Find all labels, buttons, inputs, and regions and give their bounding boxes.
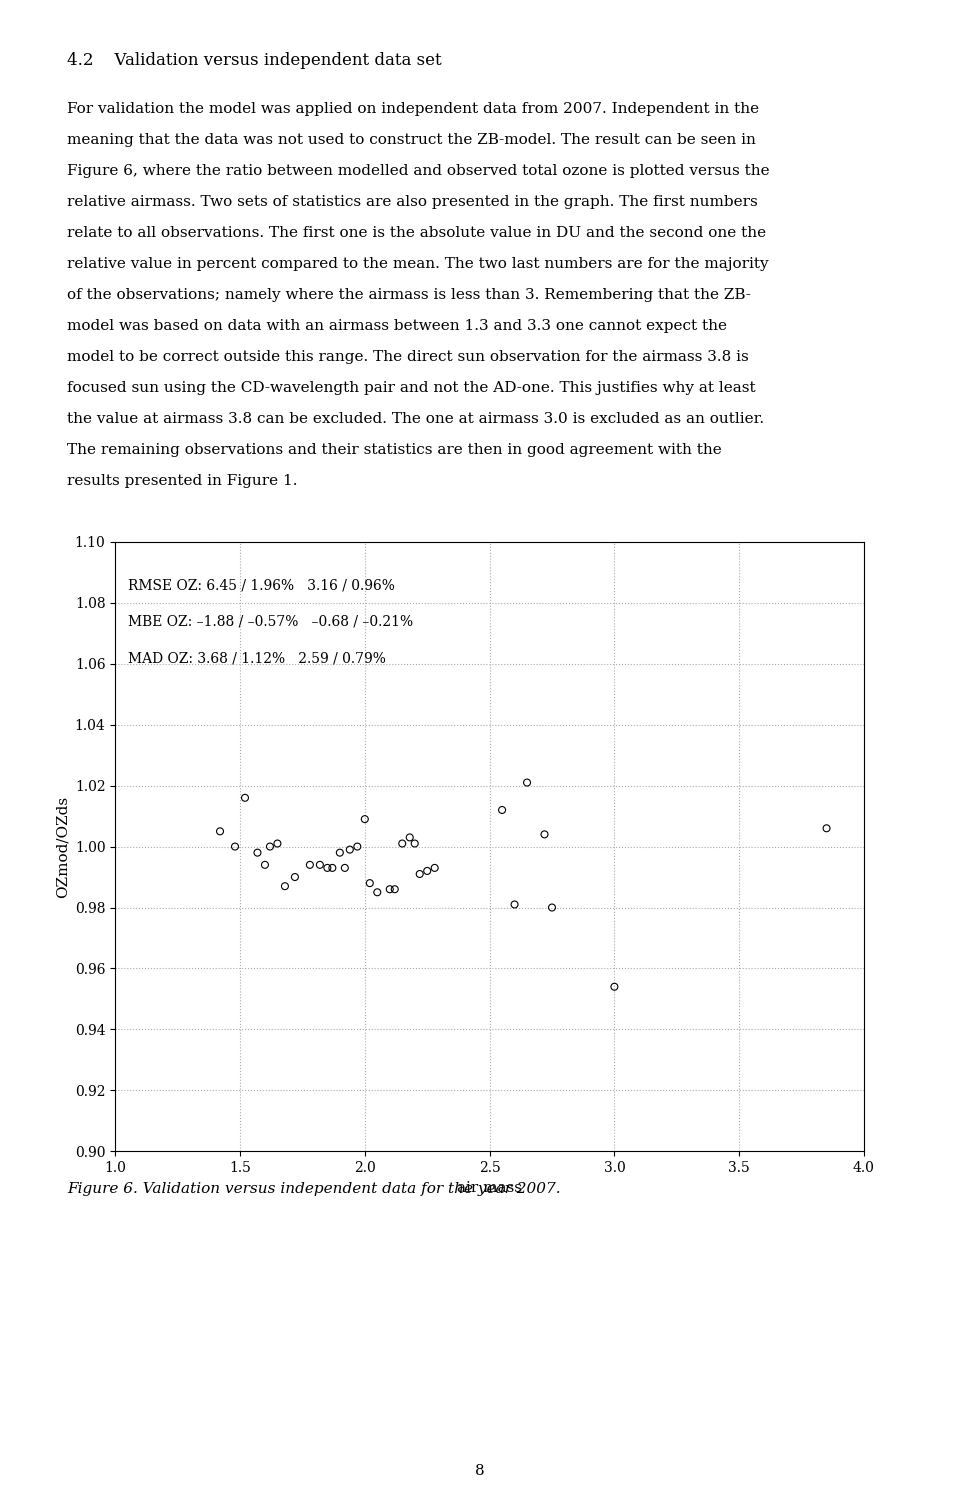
Point: [544, 895, 560, 920]
Point: [312, 853, 327, 877]
Text: of the observations; namely where the airmass is less than 3. Remembering that t: of the observations; namely where the ai…: [67, 287, 751, 303]
Point: [250, 841, 265, 865]
Text: relate to all observations. The first one is the absolute value in DU and the se: relate to all observations. The first on…: [67, 226, 766, 239]
Point: [349, 834, 365, 858]
Point: [257, 853, 273, 877]
Point: [324, 856, 340, 880]
Point: [407, 831, 422, 855]
Point: [402, 825, 418, 849]
Point: [332, 841, 348, 865]
Point: [507, 892, 522, 917]
Point: [342, 838, 357, 862]
X-axis label: air mass: air mass: [457, 1180, 522, 1195]
Text: relative value in percent compared to the mean. The two last numbers are for the: relative value in percent compared to th…: [67, 257, 769, 271]
Text: results presented in Figure 1.: results presented in Figure 1.: [67, 474, 298, 488]
Point: [537, 822, 552, 846]
Text: model to be correct outside this range. The direct sun observation for the airma: model to be correct outside this range. …: [67, 351, 749, 364]
Point: [270, 831, 285, 855]
Text: MAD OZ: 3.68 / 1.12%   2.59 / 0.79%: MAD OZ: 3.68 / 1.12% 2.59 / 0.79%: [128, 652, 386, 665]
Y-axis label: OZmod/OZds: OZmod/OZds: [55, 796, 69, 897]
Text: meaning that the data was not used to construct the ZB-model. The result can be : meaning that the data was not used to co…: [67, 132, 756, 147]
Text: Figure 6, where the ratio between modelled and observed total ozone is plotted v: Figure 6, where the ratio between modell…: [67, 164, 770, 178]
Text: model was based on data with an airmass between 1.3 and 3.3 one cannot expect th: model was based on data with an airmass …: [67, 319, 728, 333]
Text: Figure 6. Validation versus independent data for the year 2007.: Figure 6. Validation versus independent …: [67, 1181, 561, 1196]
Point: [519, 771, 535, 795]
Point: [370, 880, 385, 905]
Point: [420, 859, 435, 883]
Point: [819, 816, 834, 840]
Point: [382, 877, 397, 901]
Point: [357, 807, 372, 831]
Point: [302, 853, 318, 877]
Point: [262, 834, 277, 858]
Text: 4.2    Validation versus independent data set: 4.2 Validation versus independent data s…: [67, 51, 442, 69]
Point: [395, 831, 410, 855]
Text: the value at airmass 3.8 can be excluded. The one at airmass 3.0 is excluded as : the value at airmass 3.8 can be excluded…: [67, 412, 764, 426]
Point: [412, 862, 427, 886]
Point: [212, 819, 228, 843]
Text: 8: 8: [475, 1464, 485, 1478]
Point: [237, 786, 252, 810]
Point: [287, 865, 302, 889]
Point: [427, 856, 443, 880]
Text: focused sun using the CD-wavelength pair and not the AD-one. This justifies why : focused sun using the CD-wavelength pair…: [67, 381, 756, 394]
Text: MBE OZ: –1.88 / –0.57%   –0.68 / –0.21%: MBE OZ: –1.88 / –0.57% –0.68 / –0.21%: [128, 616, 413, 629]
Point: [607, 975, 622, 999]
Text: The remaining observations and their statistics are then in good agreement with : The remaining observations and their sta…: [67, 442, 722, 458]
Text: relative airmass. Two sets of statistics are also presented in the graph. The fi: relative airmass. Two sets of statistics…: [67, 196, 758, 209]
Point: [228, 834, 243, 858]
Point: [387, 877, 402, 901]
Text: For validation the model was applied on independent data from 2007. Independent : For validation the model was applied on …: [67, 102, 759, 116]
Point: [320, 856, 335, 880]
Text: RMSE OZ: 6.45 / 1.96%   3.16 / 0.96%: RMSE OZ: 6.45 / 1.96% 3.16 / 0.96%: [128, 578, 395, 593]
Point: [337, 856, 352, 880]
Point: [494, 798, 510, 822]
Point: [277, 874, 293, 898]
Point: [362, 871, 377, 895]
